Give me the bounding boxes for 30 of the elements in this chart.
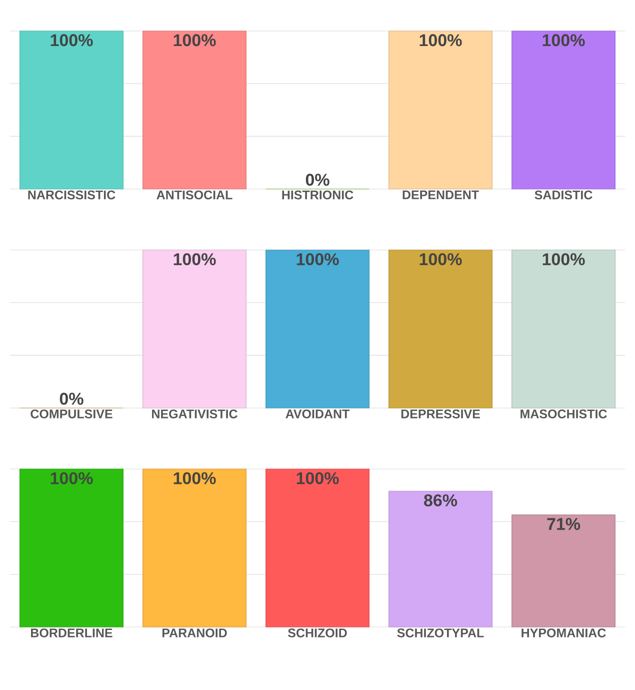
- data-label: 100%: [542, 34, 585, 46]
- data-label: 100%: [420, 253, 462, 266]
- x-tick-label: AVOIDANT: [286, 410, 350, 418]
- data-label: 0%: [60, 392, 84, 405]
- x-tick-label: HYPOMANIAC: [522, 628, 606, 638]
- x-tick-label: SCHIZOTYPAL: [397, 628, 484, 638]
- data-label: 100%: [296, 472, 339, 484]
- data-label: 100%: [174, 253, 216, 266]
- x-tick-label: DEPRESSIVE: [401, 410, 480, 418]
- x-tick-label: COMPULSIVE: [30, 410, 112, 418]
- data-label: 100%: [174, 34, 216, 46]
- x-tick-label: PARANOID: [162, 628, 227, 638]
- data-label: 100%: [296, 253, 339, 266]
- data-label: 86%: [424, 494, 458, 506]
- data-label: 100%: [50, 472, 93, 484]
- x-tick-label: MASOCHISTIC: [520, 410, 607, 418]
- x-tick-label: NARCISSISTIC: [28, 190, 116, 200]
- x-tick-label: NEGATIVISTIC: [152, 410, 238, 418]
- data-label: 100%: [174, 472, 216, 484]
- x-tick-label: SADISTIC: [534, 190, 592, 200]
- x-tick-label: ANTISOCIAL: [156, 190, 232, 200]
- x-tick-label: BORDERLINE: [31, 628, 112, 638]
- x-tick-label: DEPENDENT: [402, 190, 479, 200]
- data-label: 100%: [542, 253, 585, 266]
- data-label: 100%: [420, 34, 462, 46]
- data-label: 0%: [306, 174, 330, 186]
- data-label: 71%: [547, 518, 580, 530]
- x-tick-label: SCHIZOID: [288, 628, 347, 638]
- data-label: 100%: [50, 34, 93, 46]
- x-tick-label: HISTRIONIC: [282, 190, 354, 200]
